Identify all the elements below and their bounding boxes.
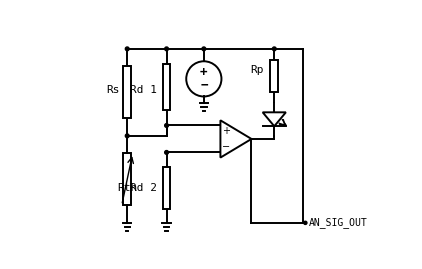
Bar — [123, 153, 131, 206]
Text: Rd 2: Rd 2 — [130, 183, 157, 193]
Text: −: − — [200, 79, 208, 91]
Text: Rth: Rth — [117, 183, 137, 193]
Bar — [162, 167, 170, 209]
Text: +: + — [222, 126, 230, 136]
Bar — [271, 60, 278, 92]
Text: Rp: Rp — [250, 65, 264, 75]
Circle shape — [125, 47, 129, 51]
Circle shape — [165, 47, 168, 51]
Circle shape — [304, 221, 307, 224]
Text: −: − — [222, 142, 230, 152]
Text: Rd 1: Rd 1 — [130, 85, 157, 95]
Bar — [123, 66, 131, 118]
Text: AN_SIG_OUT: AN_SIG_OUT — [308, 217, 367, 228]
Circle shape — [273, 47, 276, 51]
Text: +: + — [200, 66, 208, 79]
Bar — [162, 64, 170, 110]
Circle shape — [165, 151, 168, 154]
Circle shape — [165, 124, 168, 127]
Circle shape — [125, 134, 129, 138]
Text: Rs: Rs — [106, 85, 120, 95]
Circle shape — [202, 47, 206, 51]
